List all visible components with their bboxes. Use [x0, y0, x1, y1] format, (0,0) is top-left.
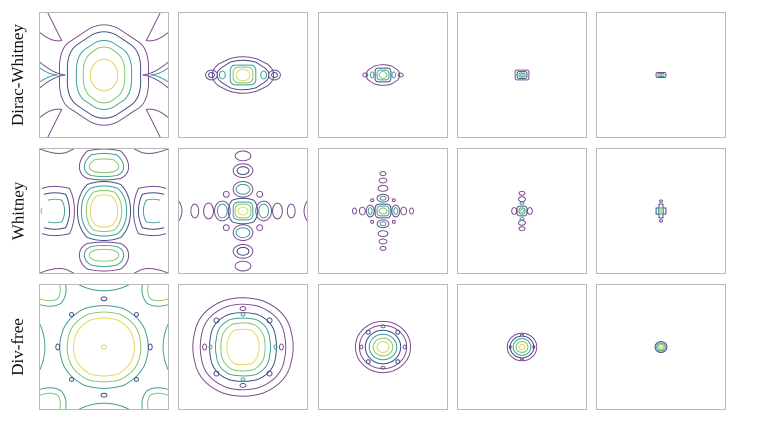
contour-panel-div-free-1: [39, 284, 169, 410]
contour-panel-whitney-5: [596, 148, 726, 274]
contour-plot: [655, 72, 667, 78]
contour-panel-whitney-2: [178, 148, 308, 274]
contour-plot: [40, 285, 168, 409]
contour-panel-div-free-4: [457, 284, 587, 410]
contour-plot: [354, 320, 412, 374]
contour-plot: [514, 69, 530, 81]
contour-plot: [179, 150, 307, 272]
row-label-text: Dirac-Whitney: [8, 24, 28, 126]
contour-panel-div-free-5: [596, 284, 726, 410]
contour-panel-dirac-whitney-4: [457, 12, 587, 138]
contour-panel-dirac-whitney-5: [596, 12, 726, 138]
contour-panel-dirac-whitney-2: [178, 12, 308, 138]
contour-panel-div-free-3: [318, 284, 448, 410]
contour-plot: [352, 171, 414, 251]
contour-plot: [655, 199, 667, 223]
contour-plot: [654, 341, 668, 353]
contour-panel-whitney-3: [318, 148, 448, 274]
contour-plot: [40, 13, 168, 137]
contour-panel-dirac-whitney-1: [39, 12, 169, 138]
contour-panel-dirac-whitney-3: [318, 12, 448, 138]
contour-plot: [362, 64, 404, 86]
row-label-text: Div-free: [8, 318, 28, 376]
contour-panel-whitney-4: [457, 148, 587, 274]
contour-plot: [205, 56, 281, 94]
contour-plot: [506, 332, 538, 362]
contour-panel-whitney-1: [39, 148, 169, 274]
contour-panel-div-free-2: [178, 284, 308, 410]
row-label-dirac-whitney: Dirac-Whitney: [0, 12, 36, 138]
row-label-whitney: Whitney: [0, 148, 36, 274]
contour-plot: [511, 190, 533, 232]
contour-plot: [40, 149, 168, 273]
row-label-text: Whitney: [8, 181, 28, 241]
row-label-div-free: Div-free: [0, 284, 36, 410]
contour-plot: [192, 297, 294, 397]
